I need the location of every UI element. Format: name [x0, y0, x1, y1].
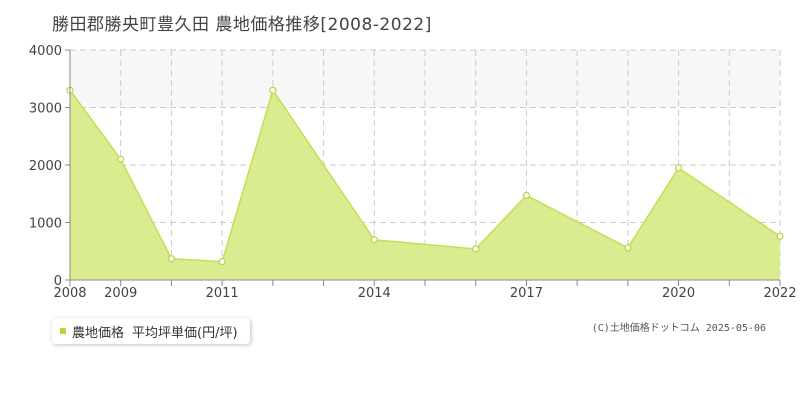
- x-tick-label: 2009: [104, 286, 137, 301]
- axis-layer: [65, 49, 781, 286]
- series-layer: [66, 86, 784, 280]
- data-point-marker: [522, 191, 531, 200]
- data-point-marker: [218, 258, 226, 266]
- data-point-marker: [370, 236, 378, 244]
- tick-label-layer: 0 1000 2000 3000 4000 2008 2009 2011 2014 2017 202…: [29, 44, 797, 301]
- chart-title: 勝田郡勝央町豊久田 農地価格推移[2008-2022]: [52, 15, 432, 35]
- legend-unit-label: 平均坪単価(円/坪): [132, 325, 238, 341]
- data-point-marker: [117, 155, 125, 163]
- data-point-marker: [674, 164, 683, 172]
- data-point-marker: [624, 244, 632, 252]
- legend: 農地価格 平均坪単価(円/坪): [52, 318, 250, 344]
- y-tick-label: 2000: [29, 159, 62, 174]
- x-tick-label: 2020: [662, 286, 695, 301]
- data-point-marker: [167, 255, 176, 263]
- y-tick-label: 4000: [29, 44, 62, 59]
- x-tick-label: 2017: [510, 286, 543, 301]
- x-tick-label: 2014: [358, 286, 391, 301]
- shaded-band-layer: [70, 50, 780, 108]
- legend-swatch: [60, 328, 66, 334]
- y-tick-label: 0: [54, 274, 62, 289]
- data-point-marker: [269, 86, 277, 94]
- legend-series-label: 農地価格: [72, 325, 125, 341]
- shaded-band: [70, 50, 780, 108]
- y-tick-label: 1000: [29, 217, 62, 232]
- x-tick-label: 2011: [206, 286, 239, 301]
- x-tick-label: 2008: [53, 286, 86, 301]
- data-point-marker: [776, 232, 784, 240]
- y-tick-label: 3000: [29, 102, 62, 117]
- series-area: [70, 90, 780, 280]
- data-point-marker: [472, 245, 480, 253]
- x-tick-label: 2022: [763, 286, 796, 301]
- copyright-credit: (C)土地価格ドットコム 2025-05-06: [591, 323, 766, 334]
